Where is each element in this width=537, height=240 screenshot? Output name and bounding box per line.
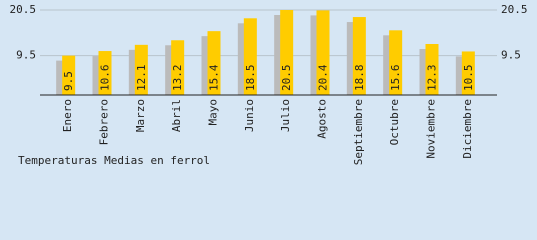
x-tick-label: Octubre <box>388 99 401 145</box>
y2-tick-label: 9.5 <box>501 49 521 62</box>
y-tick-label: 20.5 <box>10 3 37 16</box>
bar <box>62 55 76 95</box>
bar <box>316 10 330 95</box>
y-tick-label: 9.5 <box>16 49 36 62</box>
x-tick-label: Mayo <box>207 99 220 126</box>
bar <box>98 51 112 95</box>
background <box>0 0 537 174</box>
x-tick-label: Septiembre <box>352 99 365 165</box>
x-tick-label: Enero <box>61 99 74 132</box>
value-label: 15.6 <box>389 65 402 92</box>
value-label: 12.3 <box>426 65 439 92</box>
bar <box>461 51 475 95</box>
value-label: 12.1 <box>135 65 148 92</box>
x-tick-label: Abril <box>170 99 183 132</box>
chart-title: Temperaturas Medias en ferrol <box>18 154 210 167</box>
bar <box>243 18 257 96</box>
bar <box>352 17 366 95</box>
x-tick-label: Junio <box>243 99 256 132</box>
value-label: 9.5 <box>62 71 75 91</box>
x-tick-label: Febrero <box>98 99 111 145</box>
x-tick-label: Noviembre <box>425 99 438 159</box>
bar <box>134 44 148 95</box>
bar <box>207 31 221 96</box>
y2-tick-label: 20.5 <box>501 3 528 16</box>
value-label: 10.5 <box>462 65 475 92</box>
x-tick-label: Julio <box>279 99 292 132</box>
value-label: 20.4 <box>317 64 330 91</box>
value-label: 13.2 <box>171 65 184 92</box>
x-tick-label: Agosto <box>316 99 329 139</box>
bar <box>389 30 403 95</box>
x-tick-label: Marzo <box>134 99 147 132</box>
bar <box>425 44 439 95</box>
chart: Temperaturas Medias en ferrol 9.5 9.5 20.5… <box>0 0 537 174</box>
value-label: 20.5 <box>280 65 293 92</box>
bar <box>171 40 185 95</box>
x-tick-label: Diciembre <box>461 99 474 159</box>
value-label: 18.8 <box>353 65 366 92</box>
value-label: 15.4 <box>208 64 221 91</box>
value-label: 18.5 <box>244 65 257 92</box>
value-label: 10.6 <box>99 65 112 92</box>
bar <box>280 10 294 95</box>
